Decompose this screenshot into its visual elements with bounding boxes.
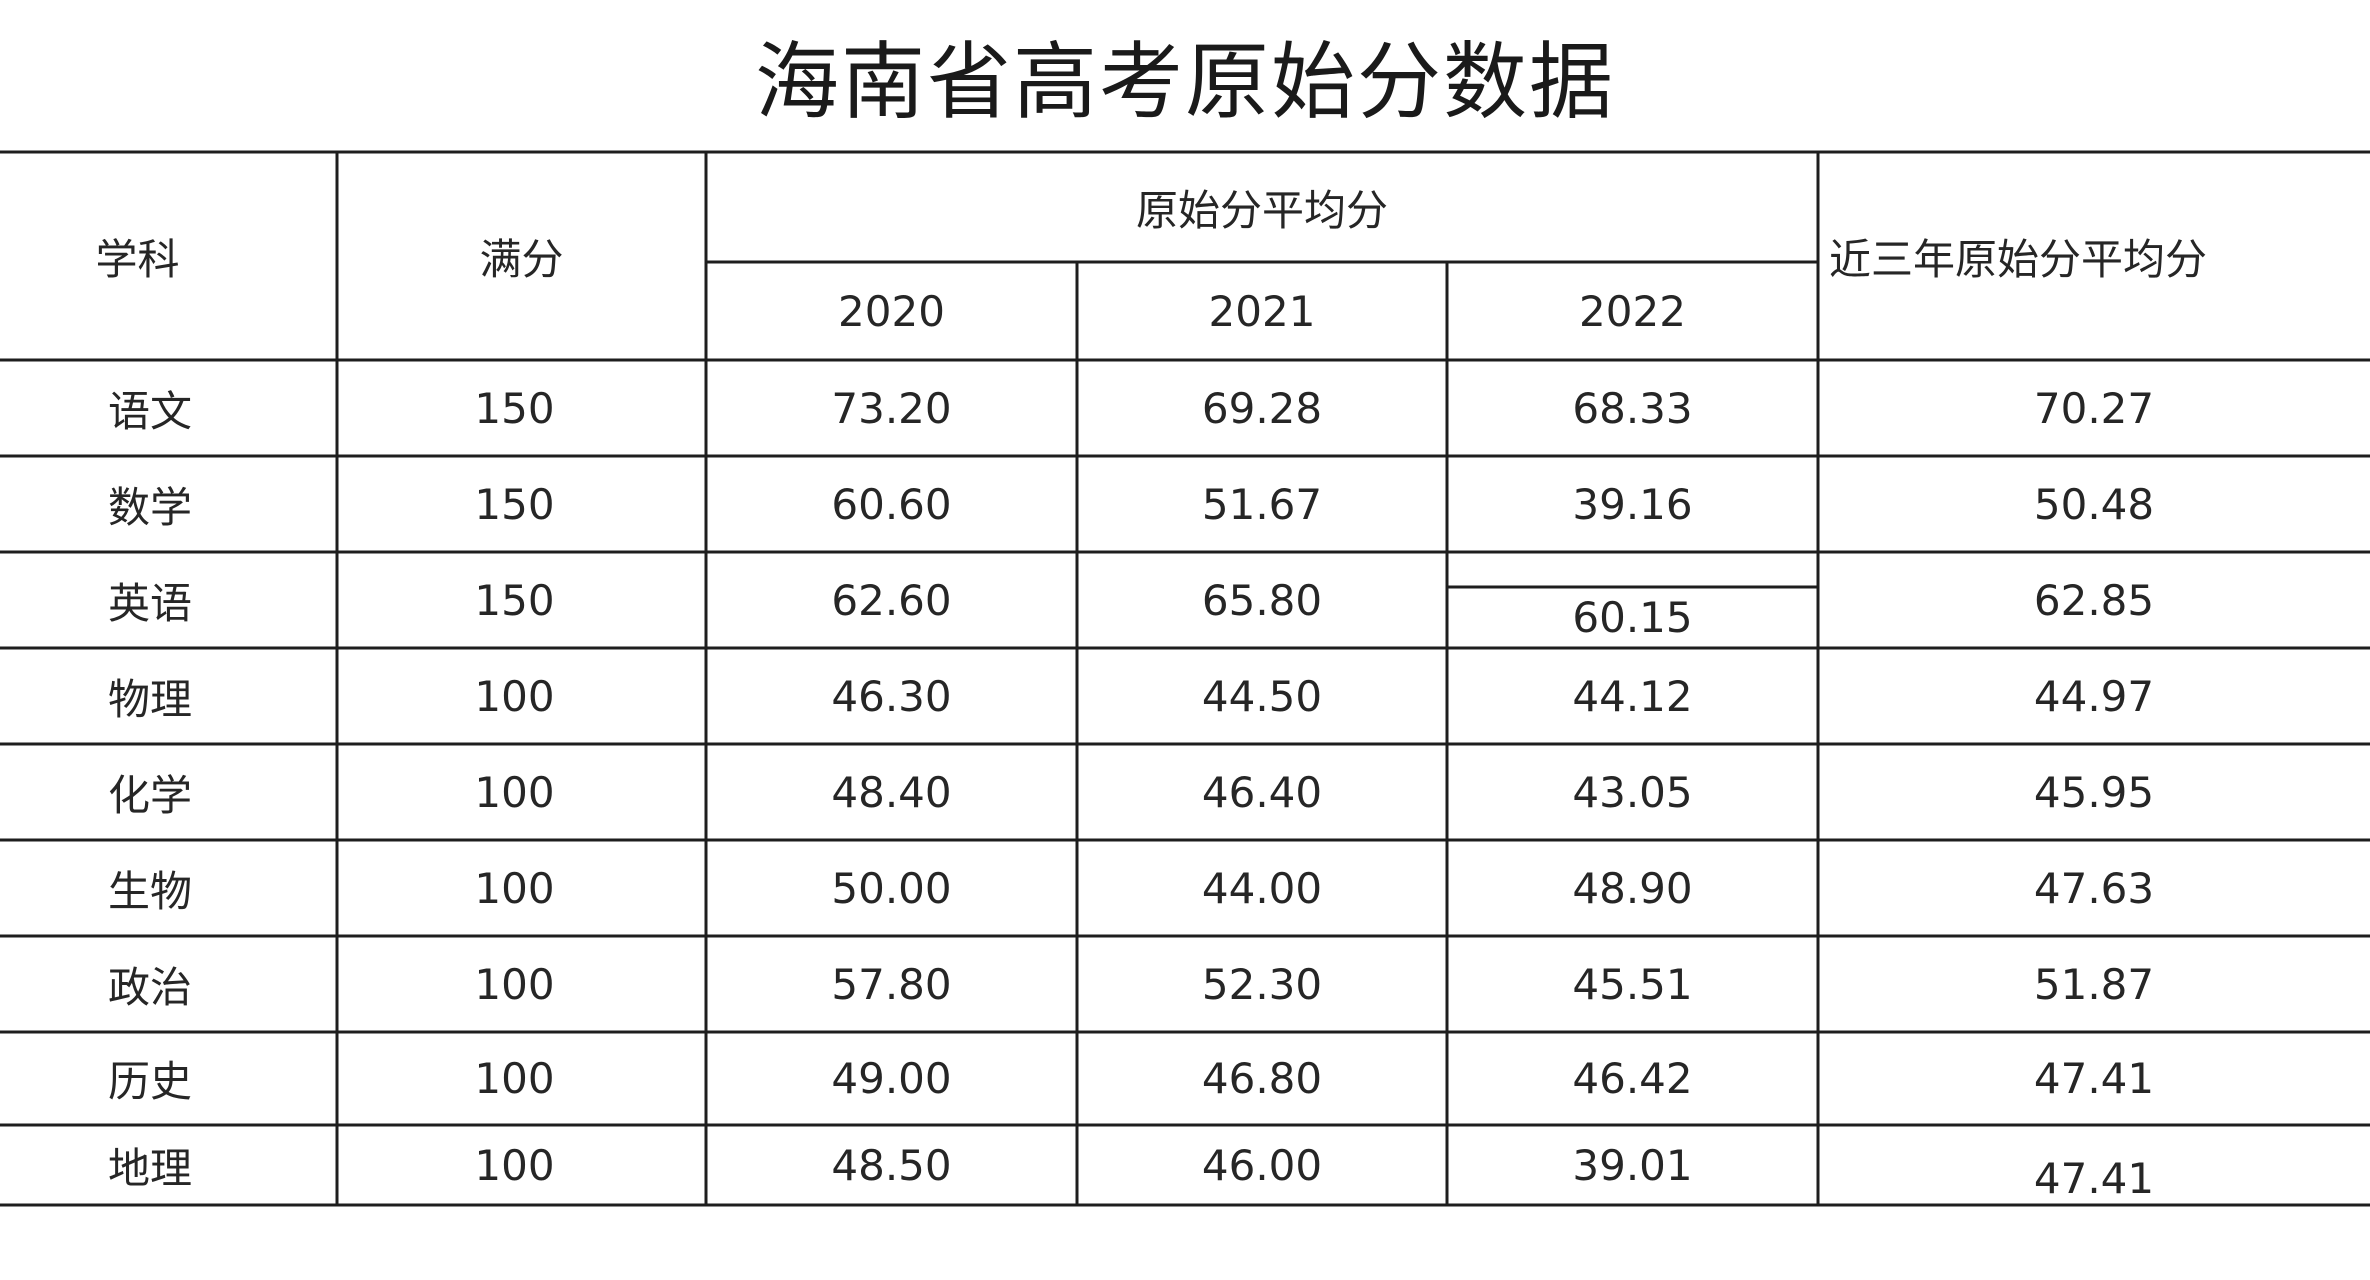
cell-three-year-avg: 47.63 — [2033, 863, 2155, 913]
cell-full-score: 100 — [474, 767, 555, 817]
cell-2022: 39.16 — [1572, 479, 1693, 529]
cell-subject: 英语 — [107, 578, 192, 628]
cell-2020: 57.80 — [831, 959, 952, 1009]
cell-2020: 46.30 — [831, 671, 952, 721]
cell-full-score: 150 — [474, 479, 555, 529]
cell-2020: 48.50 — [831, 1140, 952, 1190]
cell-2020: 60.60 — [831, 479, 952, 529]
cell-2020: 50.00 — [831, 863, 952, 913]
cell-subject: 数学 — [107, 482, 192, 532]
header-year-2022: 2022 — [1579, 286, 1686, 336]
cell-2020: 49.00 — [831, 1054, 952, 1103]
cell-subject: 历史 — [107, 1057, 192, 1106]
cell-2021: 46.00 — [1201, 1140, 1323, 1190]
cell-full-score: 100 — [474, 1054, 555, 1103]
cell-three-year-avg: 70.27 — [2033, 383, 2155, 433]
cell-full-score: 100 — [474, 959, 555, 1009]
cell-2020: 62.60 — [831, 575, 952, 625]
cell-2022: 60.15 — [1572, 593, 1693, 642]
cell-full-score: 150 — [474, 575, 555, 625]
cell-three-year-avg: 50.48 — [2033, 479, 2155, 529]
cell-2021: 46.40 — [1201, 767, 1323, 817]
cell-subject: 化学 — [107, 770, 192, 820]
header-avg-group: 原始分平均分 — [1135, 185, 1388, 235]
cell-three-year-avg: 47.41 — [2033, 1054, 2155, 1103]
cell-2021: 46.80 — [1201, 1054, 1323, 1103]
cell-subject: 物理 — [107, 674, 192, 724]
cell-2021: 51.67 — [1201, 479, 1323, 529]
header-year-2020: 2020 — [838, 286, 945, 336]
cell-subject: 政治 — [107, 962, 192, 1012]
cell-three-year-avg: 44.97 — [2033, 671, 2155, 721]
cell-2021: 44.50 — [1201, 671, 1323, 721]
page-title: 海南省高考原始分数据 — [754, 33, 1615, 131]
cell-full-score: 150 — [474, 383, 555, 433]
cell-full-score: 100 — [474, 671, 555, 721]
cell-2022: 43.05 — [1572, 767, 1693, 817]
cell-2022: 46.42 — [1572, 1054, 1693, 1103]
cell-2021: 52.30 — [1201, 959, 1323, 1009]
cell-full-score: 100 — [474, 863, 555, 913]
header-subject: 学科 — [95, 234, 180, 284]
cell-2022: 68.33 — [1572, 383, 1693, 433]
cell-three-year-avg: 62.85 — [2033, 575, 2155, 625]
header-year-2021: 2021 — [1208, 286, 1316, 336]
cell-2022: 44.12 — [1572, 671, 1693, 721]
cell-three-year-avg: 45.95 — [2033, 767, 2155, 817]
cell-2021: 44.00 — [1201, 863, 1323, 913]
cell-2022: 39.01 — [1572, 1140, 1693, 1190]
cell-subject: 地理 — [107, 1143, 192, 1193]
header-full-score: 满分 — [479, 234, 564, 284]
cell-full-score: 100 — [474, 1140, 555, 1190]
cell-2021: 65.80 — [1201, 575, 1323, 625]
cell-subject: 生物 — [107, 866, 192, 916]
cell-three-year-avg: 47.41 — [2033, 1153, 2155, 1203]
cell-three-year-avg: 51.87 — [2033, 959, 2155, 1009]
cell-2021: 69.28 — [1201, 383, 1323, 433]
cell-2022: 48.90 — [1572, 863, 1693, 913]
cell-subject: 语文 — [107, 386, 192, 436]
cell-2020: 73.20 — [831, 383, 952, 433]
cell-2022: 45.51 — [1572, 959, 1693, 1009]
cell-2020: 48.40 — [831, 767, 952, 817]
header-three-year-avg: 近三年原始分平均分 — [1828, 234, 2207, 284]
